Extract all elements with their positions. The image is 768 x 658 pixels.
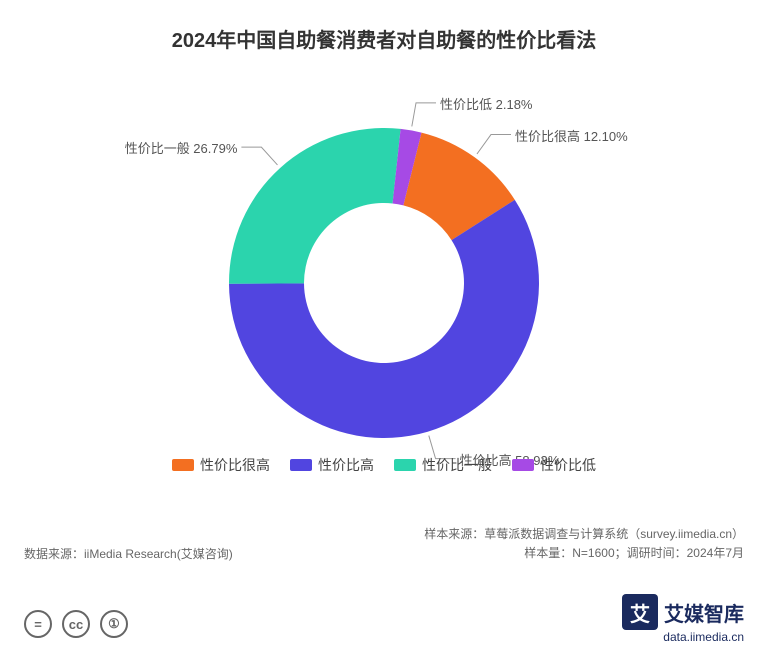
legend-item: 性价比高 bbox=[290, 455, 374, 475]
chart-area: 性价比很高 12.10%性价比高 58.93%性价比一般 26.79%性价比低 … bbox=[0, 53, 768, 513]
license-icon: = bbox=[24, 610, 52, 638]
license-icons: = cc ① bbox=[24, 610, 128, 638]
sample-size-line: 样本量：N=1600；调研时间：2024年7月 bbox=[424, 544, 744, 561]
brand-name: 艾媒智库 bbox=[664, 598, 744, 627]
legend-label: 性价比一般 bbox=[422, 455, 492, 475]
data-source-right: 样本来源：草莓派数据调查与计算系统（survey.iimedia.cn） 样本量… bbox=[424, 525, 744, 563]
brand-block: 艾 艾媒智库 data.iimedia.cn bbox=[622, 594, 744, 644]
chart-title: 2024年中国自助餐消费者对自助餐的性价比看法 bbox=[0, 24, 768, 53]
legend-item: 性价比低 bbox=[512, 455, 596, 475]
donut-chart bbox=[227, 126, 541, 440]
legend-item: 性价比一般 bbox=[394, 455, 492, 475]
brand-logo-icon: 艾 bbox=[622, 594, 658, 630]
slice-callout-label: 性价比很高 12.10% bbox=[515, 126, 628, 145]
brand-url: data.iimedia.cn bbox=[622, 630, 744, 644]
data-source-left: 数据来源：iiMedia Research(艾媒咨询) bbox=[24, 545, 233, 562]
slice-callout-label: 性价比一般 26.79% bbox=[125, 138, 238, 157]
license-icon: cc bbox=[62, 610, 90, 638]
legend-swatch bbox=[394, 459, 416, 471]
legend-label: 性价比很高 bbox=[200, 455, 270, 475]
slice-callout-label: 性价比低 2.18% bbox=[440, 94, 532, 113]
donut-slice bbox=[229, 128, 401, 284]
legend-swatch bbox=[512, 459, 534, 471]
license-icon: ① bbox=[100, 610, 128, 638]
legend-swatch bbox=[290, 459, 312, 471]
legend-label: 性价比低 bbox=[540, 455, 596, 475]
legend-swatch bbox=[172, 459, 194, 471]
legend-label: 性价比高 bbox=[318, 455, 374, 475]
legend: 性价比很高 性价比高 性价比一般 性价比低 bbox=[0, 455, 768, 475]
sample-source-line: 样本来源：草莓派数据调查与计算系统（survey.iimedia.cn） bbox=[424, 525, 744, 542]
legend-item: 性价比很高 bbox=[172, 455, 270, 475]
